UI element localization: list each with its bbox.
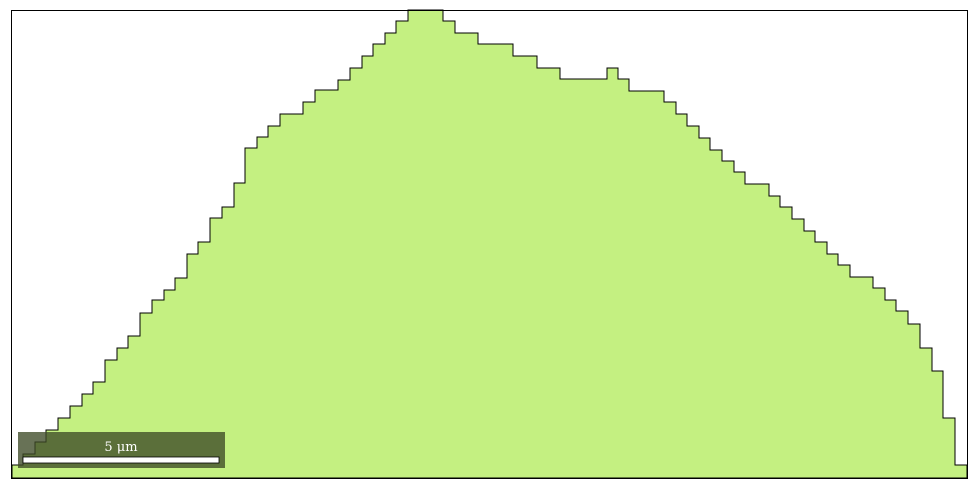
map-frame (11, 10, 968, 479)
scale-bar-line (22, 456, 220, 464)
scale-bar-label: 5 μm (104, 440, 137, 455)
grain-region (11, 9, 968, 479)
scale-bar: 5 μm (18, 432, 225, 468)
